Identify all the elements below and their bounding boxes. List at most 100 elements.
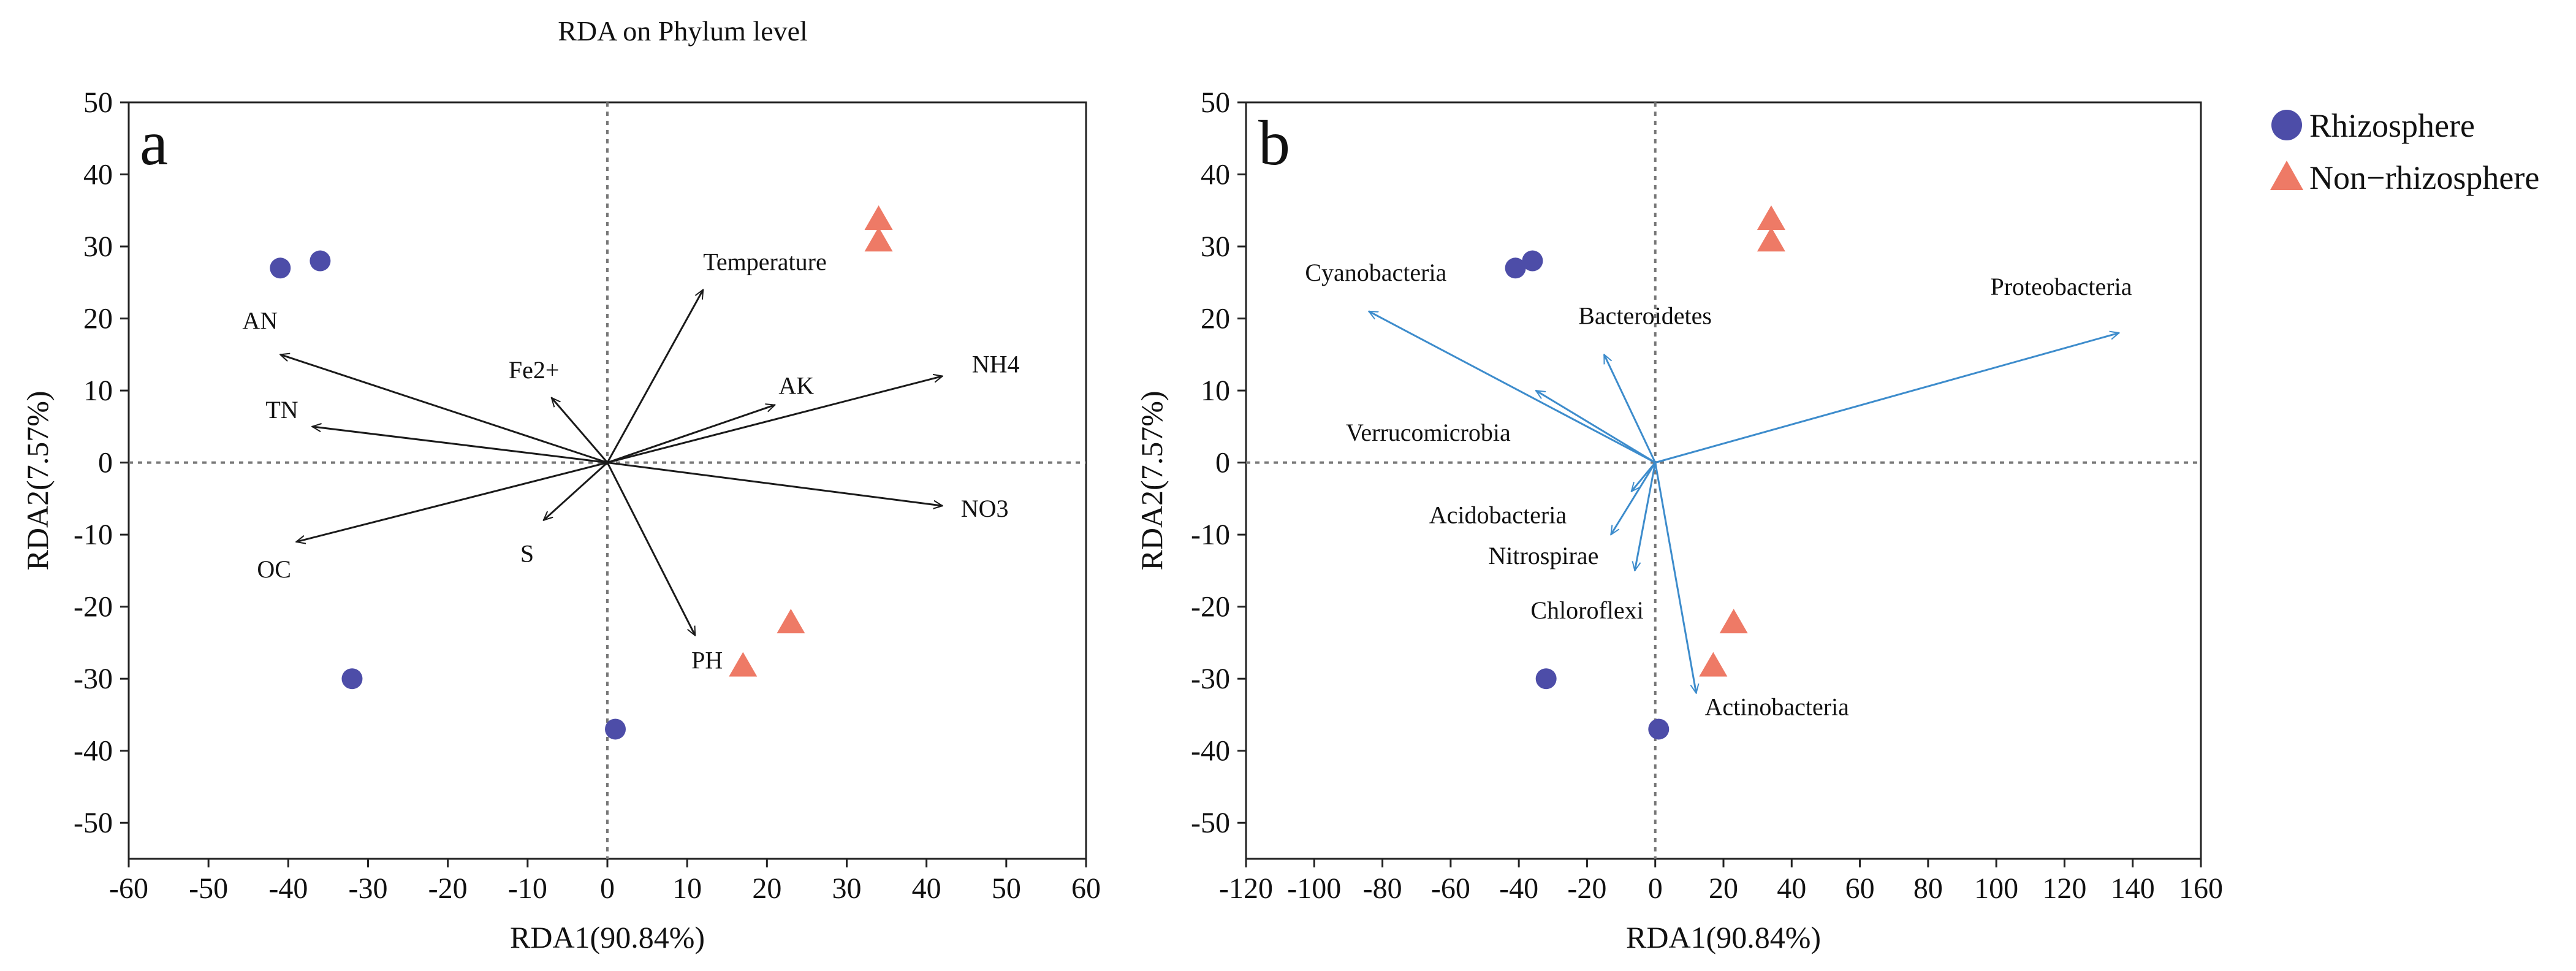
- vector-label: Bacteroidetes: [1578, 302, 1712, 329]
- x-tick-label: -10: [508, 872, 547, 905]
- y-tick-label: -20: [1191, 591, 1230, 623]
- y-tick-label: 50: [83, 86, 113, 119]
- x-tick-label: 100: [1974, 872, 2018, 905]
- y-axis-title: RDA2(7.57%): [1134, 390, 1169, 570]
- x-tick-label: -100: [1287, 872, 1341, 905]
- legend-triangle-marker: [2270, 161, 2303, 190]
- y-tick-label: 20: [1201, 303, 1230, 335]
- legend-item-rhizosphere[interactable]: Rhizosphere: [2271, 107, 2475, 144]
- vector-arrow-proteobacteria: [1655, 333, 2119, 464]
- x-tick-label: 20: [752, 872, 781, 905]
- y-tick-label: -30: [74, 663, 113, 695]
- y-tick-label: -30: [1191, 663, 1230, 695]
- plot-frame: [1245, 101, 2202, 860]
- y-tick-label: -40: [1191, 735, 1230, 767]
- vector-label: Acidobacteria: [1429, 501, 1567, 529]
- vector-label: NO3: [961, 495, 1009, 522]
- vector-label: Fe2+: [509, 356, 560, 384]
- vector-arrow-actinobacteria: [1654, 462, 1696, 693]
- vector-arrow-ph: [606, 462, 696, 636]
- vector-arrow-s: [544, 462, 609, 520]
- y-tick-label: 40: [1201, 159, 1230, 191]
- vector-arrow-temperature: [606, 290, 704, 463]
- vector-arrow-ak: [607, 405, 775, 464]
- vector-arrow-no3: [607, 462, 943, 506]
- x-tick-label: -20: [428, 872, 468, 905]
- y-tick-label: -50: [74, 807, 113, 839]
- point-non-rhizosphere: [1757, 227, 1785, 252]
- x-tick-label: 30: [832, 872, 862, 905]
- panel-letter: b: [1258, 108, 1290, 178]
- x-tick-label: 10: [672, 872, 702, 905]
- legend-circle-marker: [2271, 110, 2302, 140]
- x-tick-label: -50: [189, 872, 228, 905]
- y-tick-label: -50: [1191, 807, 1230, 839]
- legend-item-non-rhizosphere[interactable]: Non−rhizosphere: [2270, 159, 2539, 196]
- x-tick-label: 40: [1777, 872, 1806, 905]
- panel-a-rda-plot: -60 -50 -40 -30 -20 -10 0 10 20 30 40 50 60 -50 -40 -30…: [20, 86, 1101, 954]
- y-tick-label: 50: [1201, 86, 1230, 119]
- point-non-rhizosphere: [729, 652, 758, 677]
- vector-label: Temperature: [703, 248, 827, 276]
- x-tick-label: -20: [1567, 872, 1606, 905]
- vector-label: Nitrospirae: [1488, 542, 1598, 569]
- x-tick-label: 140: [2111, 872, 2155, 905]
- point-rhizosphere: [1505, 257, 1526, 279]
- vector-arrow-oc: [296, 462, 608, 542]
- x-tick-label: 40: [912, 872, 941, 905]
- vector-label: Verrucomicrobia: [1346, 419, 1511, 446]
- x-tick-label: -60: [1431, 872, 1470, 905]
- legend-label: Rhizosphere: [2309, 107, 2475, 144]
- x-tick-label: 60: [1845, 872, 1875, 905]
- y-tick-label: -40: [74, 735, 113, 767]
- vector-arrow-bacteroidetes: [1603, 354, 1657, 463]
- panel-b-rda-plot: -120 -100 -80 -60 -40 -20 0 20 40 60 80 100 120 140 16…: [1134, 86, 2223, 954]
- vector-label: Chloroflexi: [1530, 596, 1643, 624]
- y-tick-label: 30: [83, 230, 113, 263]
- point-non-rhizosphere: [864, 227, 893, 252]
- point-non-rhizosphere: [1699, 652, 1728, 677]
- vector-arrow-nh4: [607, 376, 943, 464]
- x-axis-title: RDA1(90.84%): [510, 920, 705, 954]
- x-tick-label: -40: [268, 872, 308, 905]
- y-axis-title: RDA2(7.57%): [20, 390, 55, 570]
- x-tick-label: 20: [1709, 872, 1738, 905]
- y-tick-label: 40: [83, 159, 113, 191]
- x-tick-label: -120: [1219, 872, 1273, 905]
- x-tick-label: 0: [600, 872, 615, 905]
- vector-arrow-chloroflexi: [1635, 462, 1657, 571]
- y-tick-label: 10: [1201, 375, 1230, 407]
- x-tick-label: -60: [109, 872, 148, 905]
- point-rhizosphere: [1648, 718, 1670, 740]
- point-rhizosphere: [605, 718, 626, 740]
- vector-label: Proteobacteria: [1990, 273, 2132, 300]
- vector-arrow-tn: [312, 427, 608, 464]
- vector-label: AK: [778, 372, 814, 400]
- y-tick-label: 0: [1215, 447, 1230, 479]
- point-non-rhizosphere: [777, 609, 805, 634]
- vector-label: TN: [265, 396, 298, 424]
- vector-label: Cyanobacteria: [1305, 259, 1446, 286]
- y-tick-label: -10: [1191, 519, 1230, 551]
- y-tick-label: -10: [74, 519, 113, 551]
- x-tick-label: 80: [1913, 872, 1943, 905]
- vector-label: S: [520, 540, 534, 568]
- vector-arrow-nitrospirae: [1610, 462, 1656, 535]
- vector-label: PH: [691, 647, 723, 674]
- x-tick-label: 160: [2179, 872, 2223, 905]
- x-tick-label: 50: [992, 872, 1021, 905]
- legend: Rhizosphere Non−rhizosphere: [2270, 107, 2539, 196]
- point-non-rhizosphere: [1757, 205, 1785, 230]
- vector-label: Actinobacteria: [1704, 693, 1849, 721]
- figure-title: RDA on Phylum level: [558, 15, 808, 47]
- vector-label: NH4: [972, 351, 1020, 378]
- y-tick-label: 30: [1201, 230, 1230, 263]
- x-tick-label: 0: [1648, 872, 1663, 905]
- point-rhizosphere: [270, 257, 291, 279]
- vector-label: OC: [257, 555, 291, 583]
- x-tick-label: -30: [349, 872, 388, 905]
- vector-label: AN: [242, 307, 278, 334]
- vector-arrow-cyanobacteria: [1369, 310, 1656, 463]
- point-rhizosphere: [1535, 668, 1557, 690]
